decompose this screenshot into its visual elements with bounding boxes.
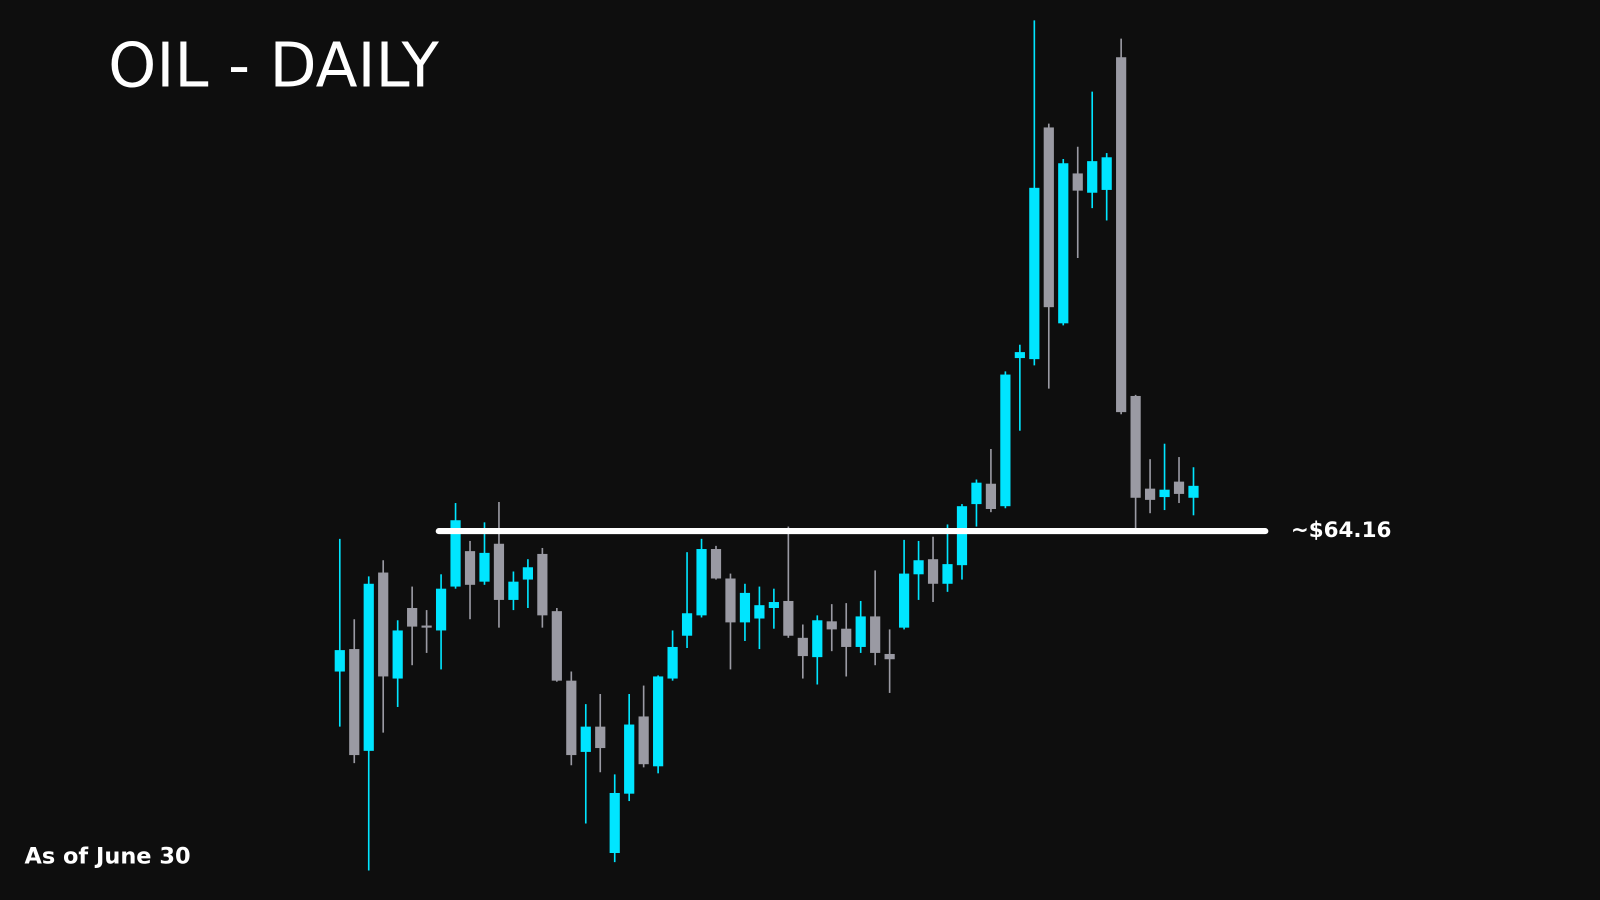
candle-body bbox=[450, 520, 461, 587]
candle-body bbox=[1043, 127, 1054, 308]
candle-body bbox=[710, 549, 722, 579]
candle-body bbox=[927, 559, 939, 584]
candle-body bbox=[1144, 488, 1156, 500]
candle-body bbox=[493, 543, 505, 600]
candle-body bbox=[841, 628, 852, 647]
candle-body bbox=[1130, 395, 1141, 498]
candle-body bbox=[812, 620, 823, 658]
candle-body bbox=[667, 646, 678, 679]
candle-body bbox=[566, 680, 577, 756]
candle-body bbox=[363, 583, 374, 751]
note: As of June 30 bbox=[24, 843, 190, 869]
candle-body bbox=[797, 637, 808, 657]
candle-body bbox=[739, 592, 751, 623]
candle-body bbox=[522, 567, 533, 580]
candle-body bbox=[826, 621, 837, 630]
candle-body bbox=[1000, 374, 1011, 507]
candle-body bbox=[1029, 187, 1040, 360]
candle-body bbox=[884, 653, 895, 660]
candle-body bbox=[1014, 352, 1025, 359]
candle-body bbox=[783, 600, 794, 636]
candle-body bbox=[768, 602, 779, 608]
candle-body bbox=[913, 560, 924, 575]
candle-body bbox=[638, 716, 649, 765]
candle-body bbox=[1101, 157, 1112, 190]
candle-body bbox=[725, 578, 736, 623]
candle-body bbox=[334, 650, 345, 672]
chart-title: OIL - DAILY bbox=[108, 31, 439, 102]
candle-body bbox=[537, 553, 548, 616]
candle-body bbox=[1188, 485, 1199, 498]
candle-body bbox=[407, 607, 418, 627]
candle-body bbox=[580, 726, 591, 752]
plot-area: ~$64.16 bbox=[334, 20, 1392, 871]
candle-body bbox=[942, 564, 953, 584]
candle-body bbox=[609, 792, 620, 854]
level-label: ~$64.16 bbox=[1291, 518, 1392, 543]
candle-body bbox=[479, 552, 490, 582]
candle-body bbox=[1072, 173, 1083, 191]
candle-body bbox=[464, 551, 476, 585]
candle-body bbox=[681, 613, 693, 636]
candle-body bbox=[595, 726, 606, 749]
candle-body bbox=[378, 572, 389, 677]
candle-body bbox=[899, 573, 910, 628]
candle-body bbox=[971, 482, 982, 505]
candle-body bbox=[1058, 163, 1069, 324]
candle-body bbox=[653, 676, 664, 767]
candle-body bbox=[985, 483, 997, 510]
candle-body bbox=[870, 616, 881, 653]
candle-body bbox=[508, 581, 519, 600]
candle-body bbox=[1159, 489, 1170, 498]
candle-body bbox=[551, 611, 562, 681]
candle-body bbox=[1116, 57, 1127, 413]
candle-body bbox=[956, 506, 968, 566]
candle-body bbox=[421, 625, 432, 628]
candle-body bbox=[754, 605, 765, 619]
candle-body bbox=[855, 616, 866, 647]
candle-body bbox=[624, 724, 635, 794]
candle-body bbox=[696, 549, 707, 616]
candle-body bbox=[1173, 481, 1185, 494]
candle-body bbox=[392, 630, 403, 679]
candle-body bbox=[435, 588, 447, 631]
candle-body bbox=[1087, 161, 1098, 193]
candle-body bbox=[349, 649, 360, 756]
